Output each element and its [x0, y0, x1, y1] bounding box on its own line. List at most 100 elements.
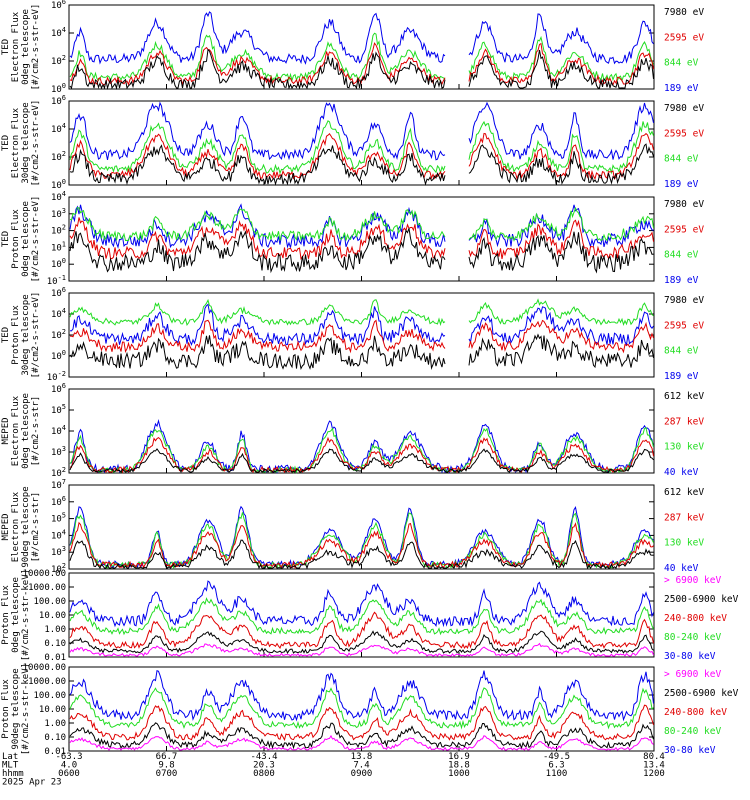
y-tick-label: 103	[51, 545, 66, 558]
y-tick-label: 100.00	[33, 597, 66, 607]
y-tick-label: 107	[51, 478, 66, 491]
legend-energy: 844 eV	[664, 154, 699, 165]
y-tick-label: 0.10	[44, 639, 66, 649]
footer-row-label: hhmm	[2, 769, 24, 779]
y-tick-label: 10000.00	[23, 569, 66, 579]
series-black	[69, 228, 654, 274]
y-tick-label: 10.00	[39, 611, 66, 621]
legend-energy: 612 keV	[664, 391, 704, 402]
footer-mlt: 18.8	[448, 761, 470, 771]
y-tick-label: 102	[51, 328, 66, 341]
footer-lat: -43.4	[250, 752, 277, 762]
legend-energy: 189 eV	[664, 83, 699, 94]
legend-energy: 2500-6900 keV	[664, 594, 739, 605]
footer-hhmm: 0700	[156, 769, 178, 779]
series-blue	[69, 580, 654, 628]
series-red	[69, 521, 654, 570]
y-axis-label-line: [#/cm2-s-str]	[31, 396, 41, 466]
y-tick-label: 105	[51, 512, 66, 525]
y-axis-label-line: 90deg telescope	[11, 668, 21, 749]
y-tick-label: 100.00	[33, 691, 66, 701]
y-axis-label-line: 0deg telescope	[21, 201, 31, 277]
series-green	[69, 298, 654, 327]
y-tick-label: 0.01	[44, 653, 66, 663]
legend-energy: 30-80 keV	[664, 651, 716, 662]
legend-energy: 240-800 keV	[664, 707, 727, 718]
footer-hhmm: 0600	[58, 769, 80, 779]
y-tick-label: 106	[51, 495, 66, 508]
series-green	[69, 206, 654, 242]
legend-energy: 130 keV	[664, 538, 704, 549]
series-magenta	[69, 642, 654, 657]
y-tick-label: 104	[51, 190, 66, 203]
y-tick-label: 105	[51, 403, 66, 416]
y-axis-label-line: 0deg telescope	[11, 577, 21, 653]
legend-energy: 2595 eV	[664, 224, 704, 235]
series-black	[69, 333, 654, 370]
y-axis-label-line: TED	[1, 231, 11, 247]
series-black	[69, 722, 654, 750]
y-axis-label: Proton Flux90deg telescope[#/cm2-s-str-k…	[1, 663, 31, 755]
footer-mlt: 13.4	[643, 761, 665, 771]
series-blue	[69, 670, 654, 722]
y-axis-label-line: 90deg telescope	[21, 486, 31, 567]
y-tick-label: 1.00	[44, 625, 66, 635]
y-axis-label: TEDProton Flux30deg telescope[#/cm2-s-st…	[1, 292, 41, 379]
legend-energy: 2595 eV	[664, 128, 704, 139]
y-axis-label: Proton Flux0deg telescope[#/cm2-s-str-ke…	[1, 569, 31, 661]
series-green	[69, 687, 654, 730]
legend-energy: 189 eV	[664, 179, 699, 190]
y-tick-label: 101	[51, 240, 66, 253]
legend-energy: 2595 eV	[664, 320, 704, 331]
footer-lat: -49.5	[543, 752, 570, 762]
y-axis-label-line: [#/cm2-s-str-keV]	[21, 663, 31, 755]
y-axis-label-line: [#/cm2-s-str-eV]	[31, 292, 41, 379]
y-axis-label: TEDElectron Flux30deg telescope[#/cm2-s-…	[1, 100, 41, 187]
y-axis-label-line: 0deg telescope	[21, 393, 31, 469]
footer-hhmm: 1200	[643, 769, 665, 779]
y-tick-label: 100	[51, 349, 66, 362]
footer-mlt: 9.8	[158, 761, 174, 771]
y-tick-label: 104	[51, 528, 66, 541]
plot-frame	[68, 100, 655, 186]
y-axis-label-line: [#/cm2-s-str-keV]	[21, 569, 31, 661]
series-green	[69, 32, 654, 83]
y-axis-label-line: TED	[1, 327, 11, 343]
series-red	[69, 319, 654, 354]
series-red	[69, 704, 654, 742]
series-black	[69, 143, 654, 186]
panel-meped-p-0: 10000.00 1000.00 100.00 10.00 1.00 0.10 0.01 Pr…	[1, 569, 739, 663]
legend-energy: 2595 eV	[664, 32, 704, 43]
footer-lat: 66.7	[156, 752, 178, 762]
y-axis-label-line: Proton Flux	[11, 209, 21, 269]
y-tick-label: 0.01	[44, 747, 66, 757]
y-tick-label: 104	[51, 307, 66, 320]
series-blue	[69, 505, 654, 569]
legend-energy: 130 keV	[664, 442, 704, 453]
legend-energy: 7980 eV	[664, 7, 704, 18]
legend-energy: 189 eV	[664, 371, 699, 382]
y-axis-label-line: [#/cm2-s-str-eV]	[31, 196, 41, 283]
y-axis-label-line: MEPED	[1, 417, 11, 444]
footer-hhmm: 0800	[253, 769, 275, 779]
legend-energy: 7980 eV	[664, 103, 704, 114]
plot-frame	[68, 666, 655, 752]
footer-row-label: MLT	[2, 761, 19, 771]
y-axis-label-line: [#/cm2-s-str]	[31, 492, 41, 562]
legend-energy: 80-240 keV	[664, 726, 721, 737]
series-blue	[69, 11, 654, 65]
legend-energy: 30-80 keV	[664, 745, 716, 756]
y-tick-label: 104	[51, 122, 66, 135]
y-axis-label-line: [#/cm2-s-str-eV]	[31, 100, 41, 187]
y-tick-label: 102	[51, 224, 66, 237]
y-axis-label: TEDProton Flux0deg telescope[#/cm2-s-str…	[1, 196, 41, 283]
footer-row-label: 2025 Apr 23	[2, 778, 62, 788]
y-axis-label: MEPEDElectron Flux0deg telescope[#/cm2-s…	[1, 393, 41, 469]
y-tick-label: 104	[51, 424, 66, 437]
